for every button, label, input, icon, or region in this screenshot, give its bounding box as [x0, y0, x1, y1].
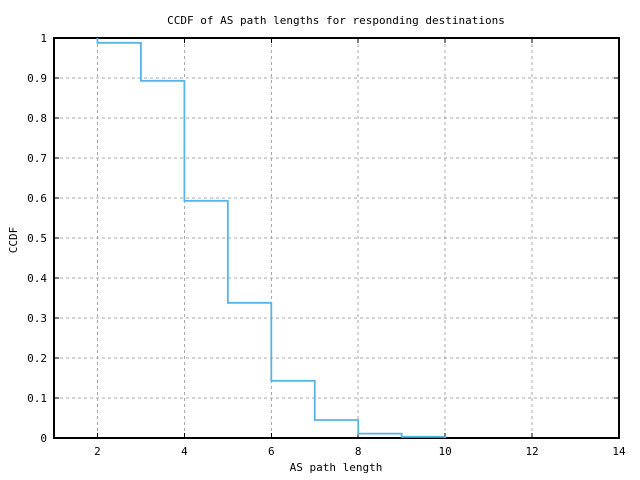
x-tick-label: 10 [439, 445, 452, 458]
y-tick-label: 1 [40, 32, 47, 45]
ccdf-step-line [96, 38, 447, 438]
y-tick-label: 0.3 [27, 312, 47, 325]
plot-border [53, 37, 620, 439]
y-tick-label: 0.9 [27, 72, 47, 85]
y-axis-label: CCDF [7, 227, 20, 254]
x-tick-label: 8 [355, 445, 362, 458]
chart-title: CCDF of AS path lengths for responding d… [167, 14, 505, 27]
x-axis-label: AS path length [290, 461, 383, 474]
tick-labels: 2 4 6 8 10 12 14 0 0.1 0.2 0.3 0.4 0.5 0.6 0.7 0.8 0.9 1 [27, 32, 626, 458]
x-tick-label: 14 [612, 445, 626, 458]
x-tick-label: 6 [268, 445, 275, 458]
y-tick-label: 0.1 [27, 392, 47, 405]
x-tick-label: 4 [181, 445, 188, 458]
y-tick-label: 0.4 [27, 272, 47, 285]
y-tick-label: 0.6 [27, 192, 47, 205]
y-tick-label: 0.7 [27, 152, 47, 165]
y-tick-label: 0.8 [27, 112, 47, 125]
y-tick-label: 0 [40, 432, 47, 445]
y-tick-label: 0.2 [27, 352, 47, 365]
x-tick-label: 12 [525, 445, 538, 458]
x-tick-label: 2 [94, 445, 101, 458]
gridlines [54, 38, 619, 438]
y-tick-label: 0.5 [27, 232, 47, 245]
